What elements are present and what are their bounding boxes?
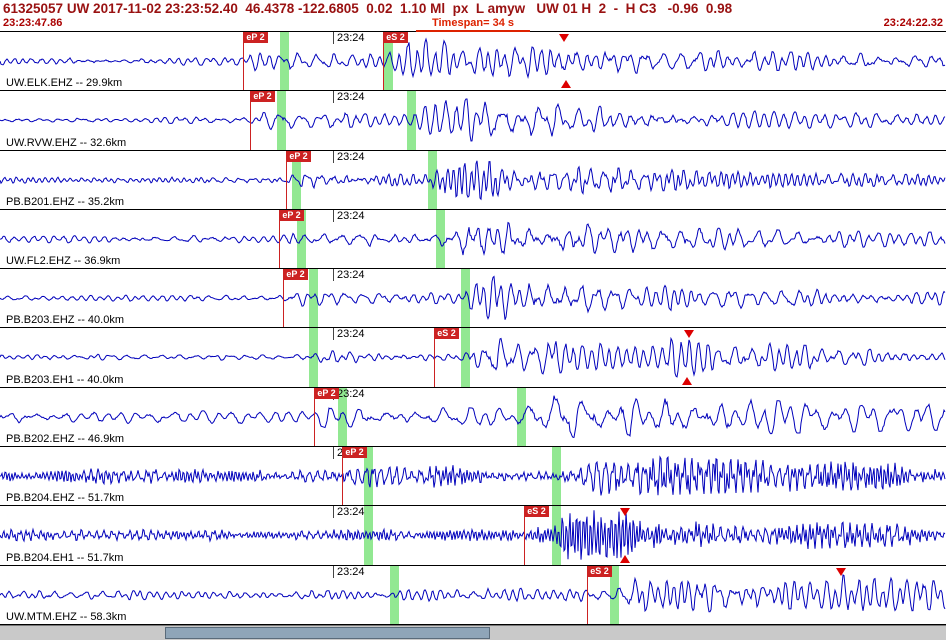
arrival-window-band (436, 209, 445, 269)
station-label: UW.RVW.EHZ -- 32.6km (6, 136, 127, 149)
amplitude-marker-down-icon (684, 330, 694, 339)
waveform[interactable] (0, 506, 946, 564)
minute-mark-label: 23:24 (333, 150, 365, 163)
window-start-time: 23:23:47.86 (3, 17, 63, 29)
station-label: PB.B204.EH1 -- 51.7km (6, 551, 124, 564)
window-end-time: 23:24:22.32 (883, 17, 943, 29)
minute-mark-label: 23:24 (333, 506, 365, 519)
station-label: PB.B202.EHZ -- 46.9km (6, 433, 124, 446)
station-label: PB.B204.EHZ -- 51.7km (6, 492, 124, 505)
minute-mark-label: 23:24 (333, 32, 365, 44)
pick-line (250, 91, 251, 150)
trace-row-1[interactable]: eP 2 eS 2 23:24 UW.ELK.EHZ -- 29.9km (0, 32, 946, 92)
trace-row-6[interactable]: eS 2 23:24 PB.B203.EH1 -- 40.0km (0, 328, 946, 388)
waveform[interactable] (0, 32, 946, 90)
trace-row-9[interactable]: eS 2 23:24 PB.B204.EH1 -- 51.7km (0, 506, 946, 566)
arrival-window-band (338, 387, 347, 447)
waveform[interactable] (0, 328, 946, 386)
trace-row-3[interactable]: eP 2 23:24 PB.B201.EHZ -- 35.2km (0, 150, 946, 210)
pick-line (587, 565, 588, 624)
minute-mark-label: 23:24 (333, 91, 365, 104)
trace-row-2[interactable]: eP 2 23:24 UW.RVW.EHZ -- 32.6km (0, 91, 946, 151)
pick-line (434, 328, 435, 387)
arrival-window-band (610, 565, 619, 624)
pick-flag[interactable]: eP 2 (279, 209, 304, 221)
minute-mark-label: 23:24 (333, 209, 365, 222)
pick-flag[interactable]: eS 2 (587, 565, 612, 577)
event-summary-header: 61325057 UW 2017-11-02 23:23:52.40 46.43… (3, 1, 733, 16)
pick-line (279, 209, 280, 269)
pick-flag[interactable]: eP 2 (283, 269, 308, 281)
pick-flag[interactable]: eP 2 (286, 150, 311, 162)
arrival-window-band (309, 328, 318, 387)
amplitude-marker-down-icon (620, 508, 630, 517)
pick-flag[interactable]: eP 2 (250, 91, 275, 103)
waveform[interactable] (0, 210, 946, 268)
amplitude-marker-up-icon (620, 554, 630, 563)
arrival-window-band (461, 269, 470, 328)
minute-mark-label: 23:24 (333, 565, 365, 578)
waveform[interactable] (0, 91, 946, 149)
station-label: UW.MTM.EHZ -- 58.3km (6, 610, 127, 623)
waveform[interactable] (0, 447, 946, 505)
trace-row-7[interactable]: eP 2 23:24 PB.B202.EHZ -- 46.9km (0, 387, 946, 448)
arrival-window-band (461, 328, 470, 387)
pick-line (342, 447, 343, 506)
horizontal-scrollbar[interactable] (0, 624, 946, 640)
waveform[interactable] (0, 388, 946, 446)
amplitude-marker-up-icon (561, 80, 571, 89)
time-window-header: 23:23:47.86 Timespan= 34 s 23:24:22.32 (0, 17, 946, 32)
arrival-window-band (517, 387, 526, 447)
arrival-window-band (407, 91, 416, 150)
pick-flag[interactable]: eP 2 (243, 32, 268, 43)
scrollbar-thumb[interactable] (165, 626, 490, 639)
pick-line (524, 506, 525, 565)
arrival-window-band (428, 150, 437, 209)
station-label: UW.FL2.EHZ -- 36.9km (6, 255, 121, 268)
waveform[interactable] (0, 566, 946, 624)
trace-row-5[interactable]: eP 2 23:24 PB.B203.EHZ -- 40.0km (0, 269, 946, 329)
pick-flag[interactable]: eS 2 (524, 506, 549, 518)
pick-flag[interactable]: eP 2 (314, 387, 339, 399)
pick-line (243, 32, 244, 91)
trace-row-10[interactable]: eS 2 23:24 UW.MTM.EHZ -- 58.3km (0, 565, 946, 625)
pick-line (383, 32, 384, 91)
pick-line (286, 150, 287, 209)
amplitude-marker-down-icon (559, 34, 569, 42)
arrival-window-band (384, 32, 393, 91)
arrival-window-band (309, 269, 318, 328)
minute-mark-label: 23:24 (333, 269, 365, 282)
station-label: PB.B203.EHZ -- 40.0km (6, 314, 124, 327)
timespan-label: Timespan= 34 s (415, 17, 531, 32)
station-label: PB.B201.EHZ -- 35.2km (6, 195, 124, 208)
trace-row-4[interactable]: eP 2 23:24 UW.FL2.EHZ -- 36.9km (0, 209, 946, 270)
pick-line (283, 269, 284, 328)
minute-mark-label: 23:24 (333, 328, 365, 341)
pick-line (314, 387, 315, 447)
trace-area: eP 2 eS 2 23:24 UW.ELK.EHZ -- 29.9km eP 2 23:… (0, 31, 946, 625)
pick-flag[interactable]: eS 2 (434, 328, 459, 340)
arrival-window-band (277, 91, 286, 150)
pick-flag[interactable]: eS 2 (383, 32, 408, 43)
waveform[interactable] (0, 269, 946, 327)
pick-flag[interactable]: eP 2 (342, 447, 367, 459)
station-label: PB.B203.EH1 -- 40.0km (6, 373, 124, 386)
amplitude-marker-down-icon (836, 567, 846, 576)
waveform[interactable] (0, 151, 946, 209)
amplitude-marker-up-icon (682, 376, 692, 385)
station-label: UW.ELK.EHZ -- 29.9km (6, 77, 123, 90)
